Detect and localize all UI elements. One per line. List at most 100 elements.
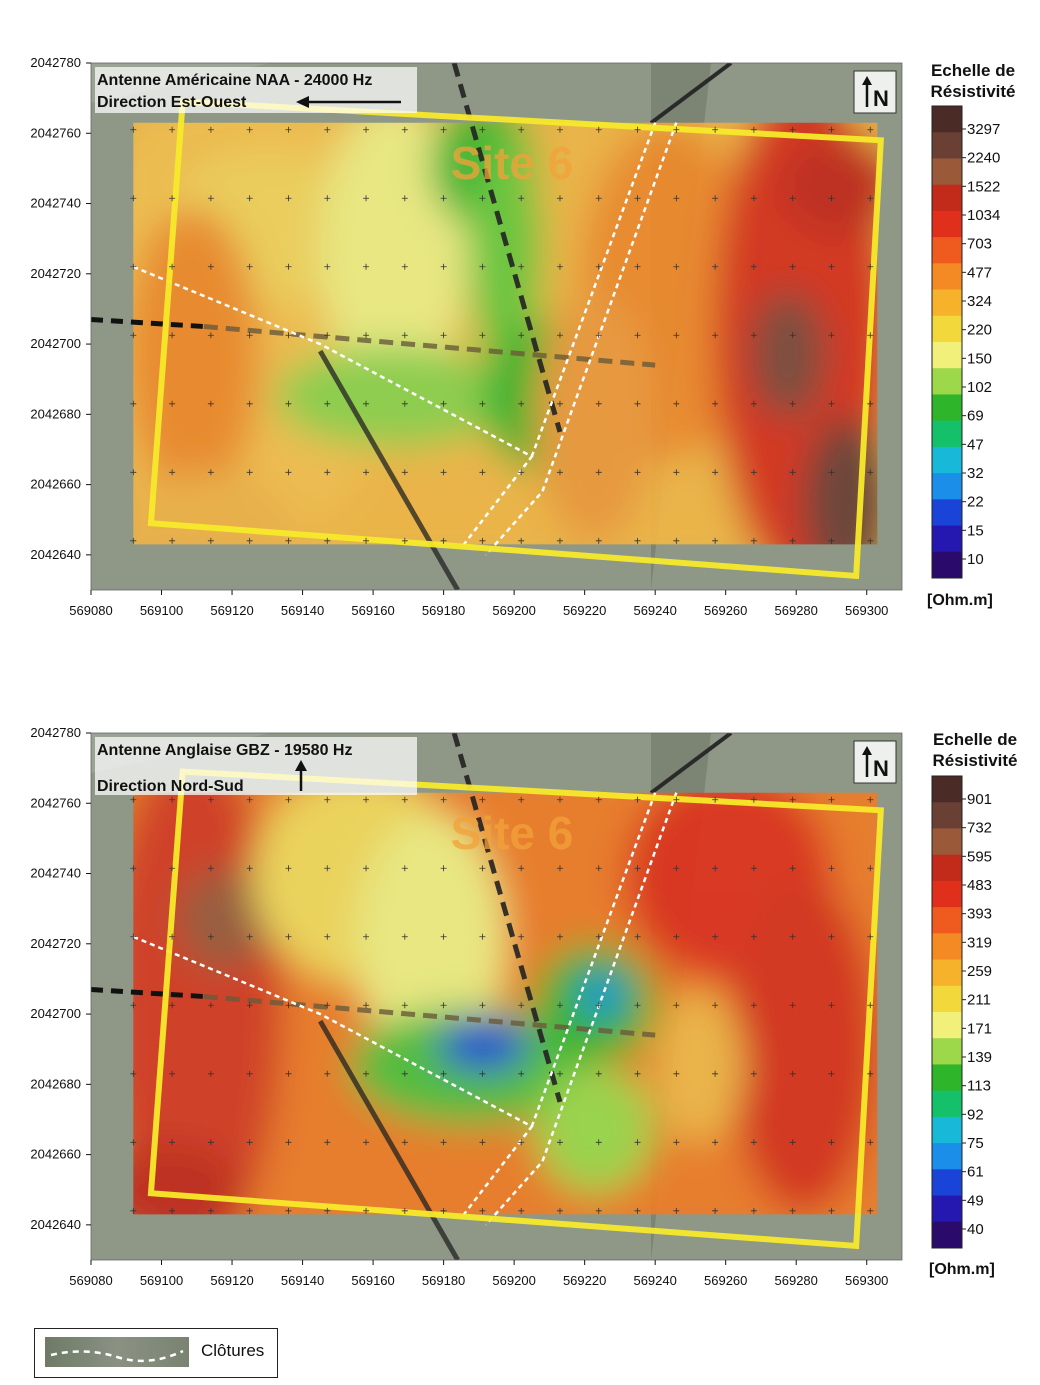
grid-cross — [479, 195, 486, 202]
legend-swatch — [932, 907, 962, 934]
grid-cross — [673, 263, 680, 270]
legend-label: 171 — [967, 1020, 992, 1037]
grid-cross — [518, 195, 525, 202]
grid-cross — [479, 126, 486, 133]
grid-cross — [130, 400, 137, 407]
legend-label: 3297 — [967, 121, 1000, 138]
grid-cross — [363, 1207, 370, 1214]
grid-cross — [246, 933, 253, 940]
grid-cross — [440, 1002, 447, 1009]
grid-cross — [324, 400, 331, 407]
fence-legend-swatch — [45, 1337, 189, 1367]
map-overlays — [91, 63, 678, 590]
grid-cross — [556, 400, 563, 407]
grid-cross — [673, 1070, 680, 1077]
grid-cross — [867, 263, 874, 270]
plot-frame — [90, 732, 903, 1261]
grid-cross — [789, 1139, 796, 1146]
y-tick-label: 2042760 — [30, 795, 81, 810]
grid-cross — [246, 1002, 253, 1009]
fence-line — [484, 792, 678, 1226]
grid-cross — [246, 332, 253, 339]
grid-cross — [518, 933, 525, 940]
grid-cross — [789, 1002, 796, 1009]
grid-cross — [324, 1207, 331, 1214]
grid-cross — [285, 400, 292, 407]
grid-cross — [828, 400, 835, 407]
legend-frame — [931, 105, 963, 579]
x-tick-label: 569120 — [210, 603, 253, 618]
grid-cross — [479, 1207, 486, 1214]
grid-cross — [246, 263, 253, 270]
grid-cross — [750, 865, 757, 872]
grid-cross — [750, 263, 757, 270]
grid-cross — [712, 537, 719, 544]
grid-cross — [246, 796, 253, 803]
grid-cross — [712, 195, 719, 202]
grid-cross — [363, 1070, 370, 1077]
grid-cross — [130, 1207, 137, 1214]
grid-cross — [324, 537, 331, 544]
grid-cross — [324, 126, 331, 133]
grid-cross — [363, 332, 370, 339]
grid-cross — [363, 400, 370, 407]
legend-label: 22 — [967, 494, 984, 511]
resistivity-zone — [535, 1066, 655, 1194]
grid-cross — [130, 796, 137, 803]
grid-cross — [595, 263, 602, 270]
grid-cross — [867, 126, 874, 133]
grid-cross — [246, 126, 253, 133]
grid-cross — [634, 400, 641, 407]
grid-cross — [363, 537, 370, 544]
grid-cross — [556, 126, 563, 133]
grid-cross — [440, 400, 447, 407]
grid-cross — [285, 195, 292, 202]
grid-cross — [750, 469, 757, 476]
fence-line — [132, 935, 534, 1219]
direction-arrowhead-icon — [295, 760, 307, 771]
legend-label: 150 — [967, 350, 992, 367]
x-tick-label: 569180 — [422, 603, 465, 618]
grid-cross — [634, 537, 641, 544]
x-tick-label: 569260 — [704, 603, 747, 618]
grid-cross — [712, 469, 719, 476]
x-tick-label: 569200 — [492, 603, 535, 618]
legend-swatch — [932, 1090, 962, 1118]
grid-cross — [401, 865, 408, 872]
grid-cross — [867, 1207, 874, 1214]
grid-cross — [750, 796, 757, 803]
plot-frame — [90, 62, 903, 591]
grid-cross — [867, 195, 874, 202]
grid-cross — [324, 332, 331, 339]
grid-cross — [634, 1070, 641, 1077]
legend-swatch — [932, 1221, 962, 1249]
grid-cross — [556, 1207, 563, 1214]
aerial-road — [649, 63, 733, 125]
map-overlays — [91, 733, 678, 1260]
chart-subtitle: Direction Nord-Sud — [97, 778, 244, 795]
grid-cross — [401, 537, 408, 544]
survey-grid — [130, 796, 874, 1214]
resistivity-zone — [177, 868, 268, 970]
legend-label: 69 — [967, 408, 984, 425]
resistivity-zone — [438, 1020, 528, 1071]
grid-cross — [712, 263, 719, 270]
grid-cross — [634, 332, 641, 339]
legend-title: Echelle de Résistivité — [918, 60, 1028, 102]
grid-cross — [401, 263, 408, 270]
legend-swatch — [932, 525, 962, 553]
grid-cross — [130, 933, 137, 940]
grid-cross — [750, 332, 757, 339]
grid-cross — [440, 469, 447, 476]
dark-dashed-line — [451, 733, 563, 1103]
grid-cross — [789, 195, 796, 202]
grid-cross — [479, 469, 486, 476]
site-label: Site 6 — [451, 807, 574, 859]
grid-cross — [324, 1139, 331, 1146]
grid-cross — [285, 1070, 292, 1077]
grid-cross — [595, 1070, 602, 1077]
grid-cross — [169, 195, 176, 202]
legend-swatch — [932, 158, 962, 186]
grid-cross — [556, 469, 563, 476]
grid-cross — [479, 537, 486, 544]
